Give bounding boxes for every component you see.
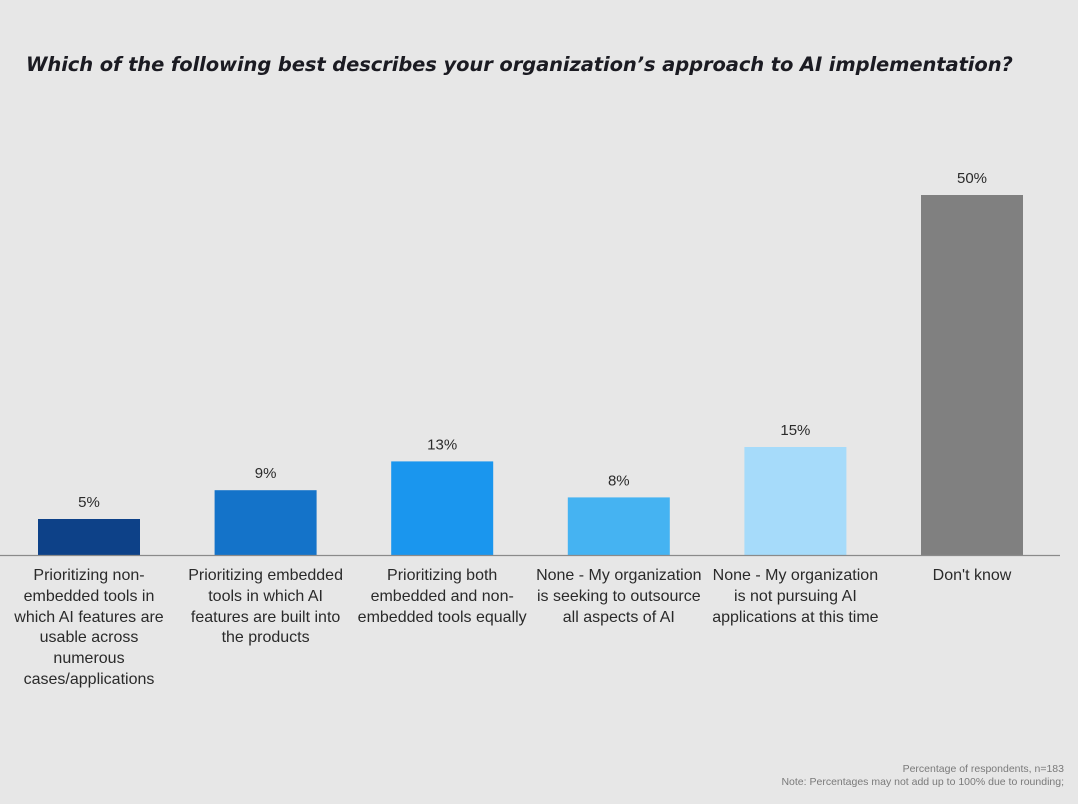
bar-4 <box>567 497 670 555</box>
value-labels-group: 5% 9% 13% 8% 15% 50% <box>78 170 987 511</box>
footer-rounding-note: Note: Percentages may not add up to 100%… <box>781 776 1064 788</box>
value-label-4: 8% <box>608 472 630 489</box>
value-label-2: 9% <box>255 465 277 482</box>
value-label-1: 5% <box>78 494 100 511</box>
bar-1 <box>38 519 140 555</box>
value-label-6: 50% <box>957 170 987 187</box>
bar-6 <box>921 195 1023 555</box>
category-label-1: Prioritizing non-embedded tools in which… <box>14 567 164 688</box>
footer-sample-note: Percentage of respondents, n=183 <box>902 763 1064 775</box>
category-label-3: Prioritizing both embedded and non-embed… <box>357 567 527 626</box>
category-label-2: Prioritizing embedded tools in which AI … <box>188 567 343 647</box>
category-label-6: Don't know <box>932 567 1012 584</box>
bar-5 <box>744 447 847 555</box>
chart-title: Which of the following best describes yo… <box>26 53 1013 76</box>
category-label-5: None - My organization is not pursuing A… <box>712 567 879 626</box>
value-label-5: 15% <box>780 422 810 439</box>
value-label-3: 13% <box>427 436 457 453</box>
bars-group <box>38 195 1023 555</box>
category-label-4: None - My organization is seeking to out… <box>536 567 702 626</box>
bar-2 <box>214 490 317 555</box>
bar-3 <box>391 461 494 555</box>
